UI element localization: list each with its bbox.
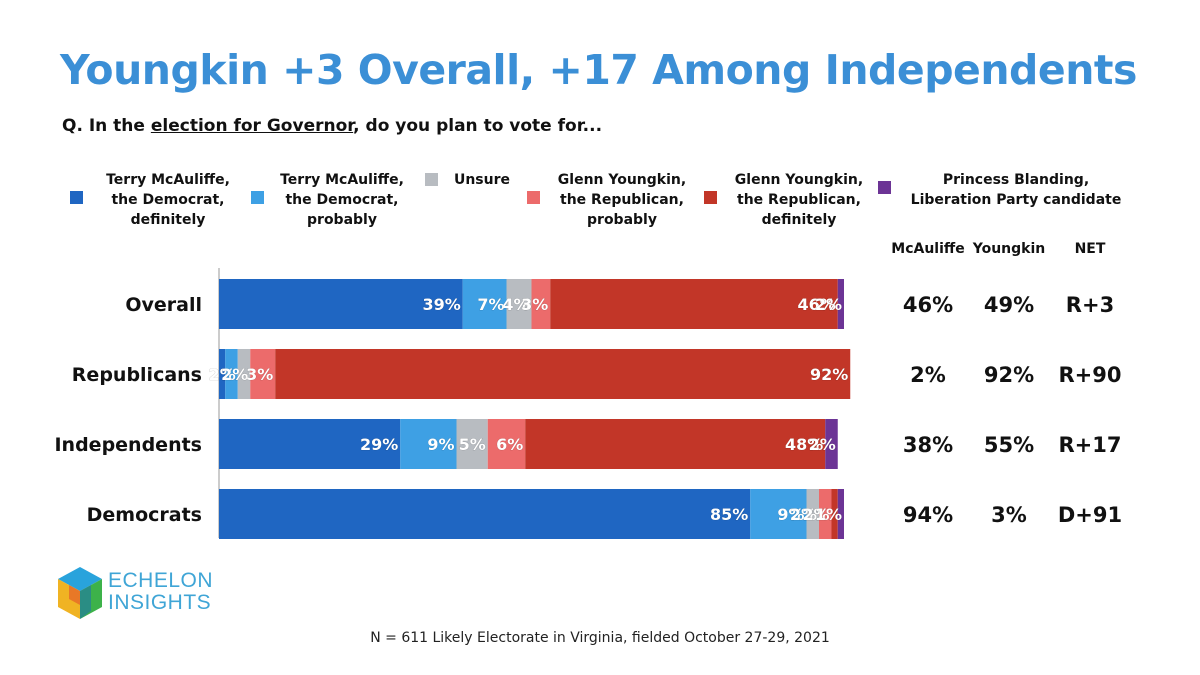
data-label: 3% [246, 365, 273, 384]
bar-segment [400, 419, 457, 469]
bar-segment [525, 419, 826, 469]
data-label: 7% [477, 295, 504, 314]
question-suffix: , do you plan to vote for... [353, 116, 603, 136]
bar-segment [819, 489, 832, 539]
data-label: 4% [502, 295, 529, 314]
data-label: 39% [422, 295, 460, 314]
bar-segment [531, 279, 551, 329]
table-cell: R+17 [1059, 433, 1122, 457]
category-label: Republicans [72, 364, 202, 386]
data-label: 48% [785, 435, 823, 454]
data-label: 2% [790, 505, 817, 524]
data-label: 46% [797, 295, 835, 314]
table-cell: 46% [903, 293, 953, 317]
category-label: Independents [54, 434, 202, 456]
legend-swatch-4 [527, 191, 540, 204]
bar-segment [831, 489, 838, 539]
col-header-net: NET [1074, 241, 1106, 257]
table-cell: 94% [903, 503, 953, 527]
bar-segment [237, 349, 251, 399]
bar-segment [456, 419, 488, 469]
col-header-youngkin: Youngkin [972, 241, 1046, 257]
legend-swatch-3 [425, 173, 438, 186]
bar-segment [837, 489, 844, 539]
bar-segment [275, 349, 851, 399]
data-label: 92% [810, 365, 848, 384]
data-label: 9% [777, 505, 804, 524]
echelon-logo-icon [58, 567, 102, 619]
data-label: 5% [459, 435, 486, 454]
data-label: 9% [427, 435, 454, 454]
bar-segment [825, 419, 838, 469]
data-label: 85% [710, 505, 748, 524]
bar-segment [219, 419, 401, 469]
data-label: 2% [802, 505, 829, 524]
legend-swatch-5 [704, 191, 717, 204]
page-title: Youngkin +3 Overall, +17 Among Independe… [60, 46, 1137, 94]
legend-swatch-2 [251, 191, 264, 204]
data-label: 2% [815, 295, 842, 314]
logo-text: ECHELON INSIGHTS [108, 570, 213, 614]
table-cell: 3% [991, 503, 1027, 527]
table-cell: R+90 [1059, 363, 1122, 387]
question-text: Q. In the election for Governor, do you … [62, 116, 602, 136]
bar-segment [225, 349, 238, 399]
bar-segment [750, 489, 807, 539]
table-cell: 55% [984, 433, 1034, 457]
bar-segment [250, 349, 276, 399]
data-label: 2% [221, 365, 248, 384]
category-label: Overall [125, 294, 202, 316]
legend-label-1: Terry McAuliffe, the Democrat, definitely [106, 172, 230, 228]
bar-segment [806, 489, 819, 539]
legend-label-5: Glenn Youngkin, the Republican, definitely [734, 172, 864, 228]
question-prefix: Q. In the [62, 116, 151, 136]
data-label: 29% [360, 435, 398, 454]
data-label: 1% [815, 505, 842, 524]
table-cell: 92% [984, 363, 1034, 387]
table-cell: 38% [903, 433, 953, 457]
bar-segment [506, 279, 532, 329]
bar-segment [219, 279, 463, 329]
legend-label-2: Terry McAuliffe, the Democrat, probably [280, 172, 404, 228]
col-header-mcauliffe: McAuliffe [891, 241, 965, 257]
logo-line-1: ECHELON [108, 569, 214, 592]
category-label: Democrats [87, 504, 202, 526]
legend-swatch-1 [70, 191, 83, 204]
bar-segment [837, 279, 844, 329]
bar-segment [219, 349, 226, 399]
legend-swatch-6 [878, 181, 891, 194]
table-cell: 2% [910, 363, 946, 387]
legend-label-4: Glenn Youngkin, the Republican, probably [557, 172, 687, 228]
table-cell: D+91 [1058, 503, 1122, 527]
bar-segment [462, 279, 507, 329]
bar-segment [487, 419, 526, 469]
question-underlined: election for Governor [150, 116, 354, 136]
data-label: 6% [496, 435, 523, 454]
legend-label-3: Unsure [453, 172, 511, 188]
data-label: 2% [209, 365, 236, 384]
footer-note: N = 611 Likely Electorate in Virginia, f… [370, 630, 830, 646]
logo-line-2: INSIGHTS [108, 591, 212, 614]
bar-segment [550, 279, 838, 329]
bar-segment [219, 489, 751, 539]
table-cell: 49% [984, 293, 1034, 317]
data-label: 3% [521, 295, 548, 314]
data-label: 2% [809, 435, 836, 454]
legend-label-6: Princess Blanding, Liberation Party candi… [910, 172, 1122, 208]
table-cell: R+3 [1066, 293, 1114, 317]
